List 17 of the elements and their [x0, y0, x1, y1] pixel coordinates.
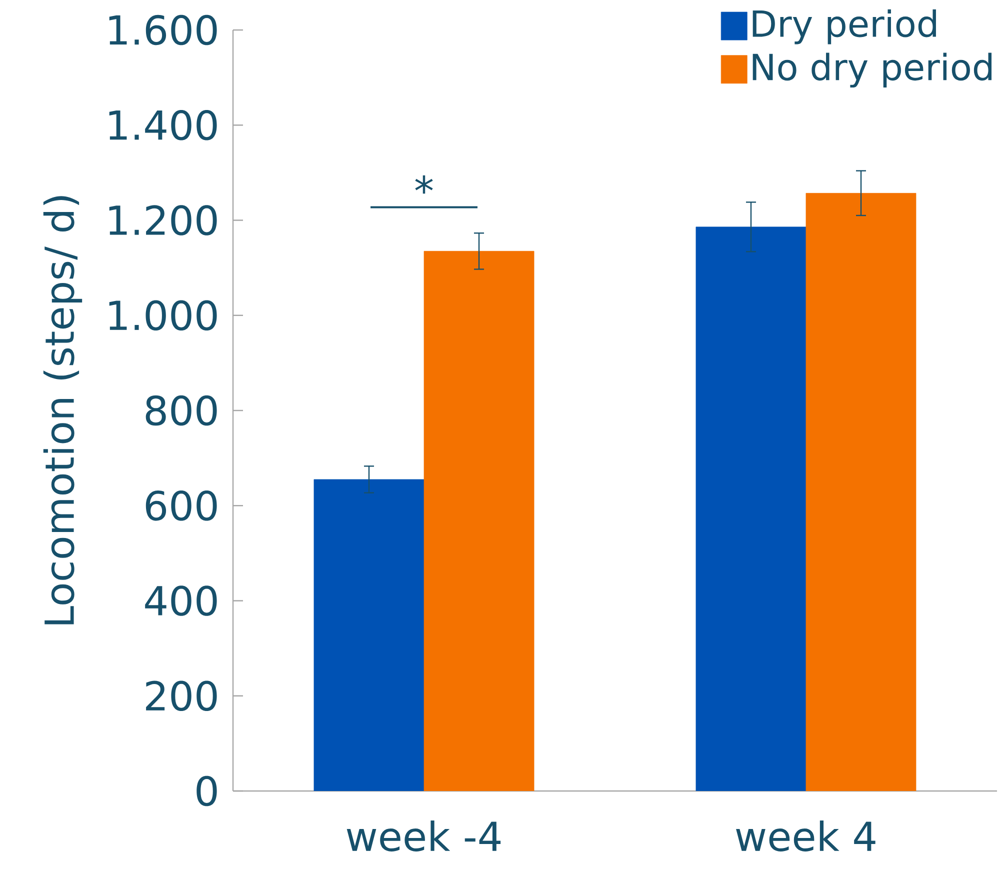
legend-label: No dry period — [752, 52, 992, 88]
y-tick-label: 400 — [145, 586, 217, 616]
x-tick-label: week -4 — [346, 820, 501, 852]
y-tick-label: 0 — [196, 776, 217, 806]
y-tick-label: 1.200 — [109, 205, 217, 236]
y-tick-label: 200 — [146, 680, 217, 711]
y-tick-label: 1.400 — [109, 110, 217, 140]
y-tick-label: 800 — [146, 395, 217, 426]
x-tick-label: week 4 — [736, 820, 876, 852]
legend-label: Dry period — [752, 9, 936, 44]
y-tick-label: 1.600 — [109, 14, 217, 46]
y-axis-title: Locomotion (steps/ d) — [43, 196, 82, 624]
y-tick-label: 600 — [146, 490, 217, 521]
bar — [806, 192, 916, 791]
bar — [424, 250, 534, 791]
y-tick-label: 1.000 — [109, 300, 217, 330]
annotation: * — [415, 175, 433, 194]
